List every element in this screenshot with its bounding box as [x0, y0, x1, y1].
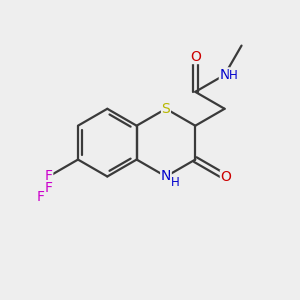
Text: F: F [45, 181, 53, 195]
Text: H: H [229, 69, 238, 82]
Text: F: F [37, 190, 45, 203]
Text: N: N [161, 169, 171, 184]
Text: H: H [170, 176, 179, 190]
Text: N: N [219, 68, 230, 82]
Text: O: O [190, 50, 201, 64]
Text: O: O [220, 170, 231, 184]
Text: F: F [45, 169, 53, 184]
Text: S: S [162, 102, 170, 116]
